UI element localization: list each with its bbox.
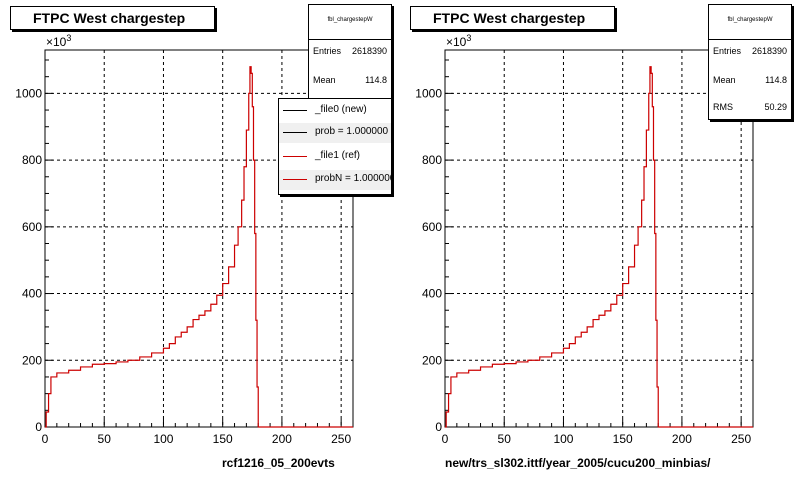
right-chart-title: FTPC West chargestep: [410, 6, 615, 30]
right-x-tick-label-150: 150: [613, 432, 633, 446]
right-chart-title-text: FTPC West chargestep: [433, 10, 586, 26]
right-stats-rms-label: RMS: [713, 102, 733, 112]
legend-marker-file1: [283, 156, 307, 157]
left-stats-mean-label: Mean: [313, 75, 336, 85]
right-y-multiplier: ×10: [446, 35, 467, 49]
left-stats-name: fbl_chargestepW: [327, 17, 373, 23]
right-stats-row-entries: Entries 2618390: [713, 46, 787, 58]
right-stats-divider: [709, 39, 791, 40]
left-y-exponent: 3: [66, 33, 72, 43]
right-stats-name: fbl_chargestepW: [727, 17, 773, 23]
left-legend-box: _file0 (new) prob = 1.000000 _file1 (ref…: [278, 98, 392, 195]
left-y-tick-label-1000: 1000: [15, 86, 42, 100]
right-x-tick-label-200: 200: [672, 432, 692, 446]
legend-label-file0: _file0 (new): [315, 104, 367, 115]
right-y-tick-label-600: 600: [422, 220, 442, 234]
legend-marker-probN: [283, 179, 307, 180]
right-x-tick-label-0: 0: [442, 432, 449, 446]
legend-label-probN: probN = 1.000000: [315, 173, 392, 184]
right-series-line-0: [445, 66, 753, 428]
legend-marker-prob: [283, 132, 307, 133]
right-y-tick-label-0: 0: [435, 420, 442, 434]
right-x-tick-label-50: 50: [498, 432, 512, 446]
legend-entry-file1: _file1 (ref): [279, 147, 391, 167]
right-x-tick-label-250: 250: [731, 432, 751, 446]
right-y-exponent-label: ×103: [446, 33, 471, 49]
right-stats-entries-label: Entries: [713, 46, 742, 56]
legend-marker-file0: [283, 110, 307, 111]
left-y-tick-label-400: 400: [22, 287, 42, 301]
left-series-line-0: [45, 66, 353, 428]
right-y-tick-label-400: 400: [422, 287, 442, 301]
right-stats-row-rms: RMS 50.29: [713, 102, 787, 114]
left-x-tick-label-0: 0: [42, 432, 49, 446]
right-stats-entries-value: 2618390: [751, 46, 787, 56]
left-histogram-panel: 0 50 100 150 200 250 0 200 400 600 800 1000 FTPC We…: [10, 4, 392, 470]
legend-entry-file0: _file0 (new): [279, 101, 391, 121]
legend-label-prob: prob = 1.000000: [315, 126, 389, 137]
legend-entry-prob: prob = 1.000000: [279, 123, 391, 143]
left-stats-divider: [309, 39, 391, 40]
right-x-tick-label-100: 100: [553, 432, 573, 446]
left-x-tick-label-200: 200: [272, 432, 292, 446]
left-stats-box: fbl_chargestepW Entries 2618390 Mean 114…: [308, 4, 392, 100]
left-x-tick-label-150: 150: [213, 432, 233, 446]
left-x-axis-title: rcf1216_05_200evts: [222, 456, 335, 470]
left-y-tick-label-600: 600: [22, 220, 42, 234]
right-stats-mean-value: 114.8: [765, 75, 787, 85]
right-stats-mean-label: Mean: [713, 75, 736, 85]
left-chart-title-text: FTPC West chargestep: [33, 10, 186, 26]
left-histogram-plot: 0 50 100 150 200 250 0 200 400 600 800 1000: [15, 49, 354, 446]
right-y-exponent: 3: [466, 33, 472, 43]
left-x-tick-label-100: 100: [153, 432, 173, 446]
left-stats-entries-value: 2618390: [351, 46, 387, 56]
right-stats-rms-value: 50.29: [764, 102, 787, 112]
right-plot-frame: [444, 49, 754, 428]
right-stats-row-mean: Mean 114.8: [713, 75, 787, 87]
left-y-tick-label-800: 800: [22, 153, 42, 167]
left-x-tick-label-50: 50: [98, 432, 112, 446]
left-y-tick-label-0: 0: [35, 420, 42, 434]
left-stats-row-entries: Entries 2618390: [313, 46, 387, 58]
legend-entry-probN: probN = 1.000000: [279, 170, 392, 190]
left-chart-title: FTPC West chargestep: [10, 6, 215, 30]
right-y-tick-label-200: 200: [422, 353, 442, 367]
right-histogram-panel: 0 50 100 150 200 250 0 200 400 600 800 1000 FTPC We…: [400, 0, 800, 480]
left-y-exponent-label: ×103: [46, 33, 71, 49]
left-stats-entries-label: Entries: [313, 46, 342, 56]
left-y-multiplier: ×10: [46, 35, 67, 49]
left-x-tick-label-250: 250: [331, 432, 351, 446]
left-stats-row-mean: Mean 114.8: [313, 75, 387, 87]
left-stats-mean-value: 114.8: [365, 75, 387, 85]
right-stats-box: fbl_chargestepW Entries 2618390 Mean 114…: [708, 4, 792, 120]
right-x-axis-title: new/trs_sl302.ittf/year_2005/cucu200_min…: [445, 456, 711, 470]
right-y-tick-label-800: 800: [422, 153, 442, 167]
legend-label-file1: _file1 (ref): [315, 150, 361, 161]
right-y-tick-label-1000: 1000: [415, 86, 442, 100]
left-y-tick-label-200: 200: [22, 353, 42, 367]
right-histogram-plot: 0 50 100 150 200 250 0 200 400 600 800 1000: [415, 49, 754, 446]
